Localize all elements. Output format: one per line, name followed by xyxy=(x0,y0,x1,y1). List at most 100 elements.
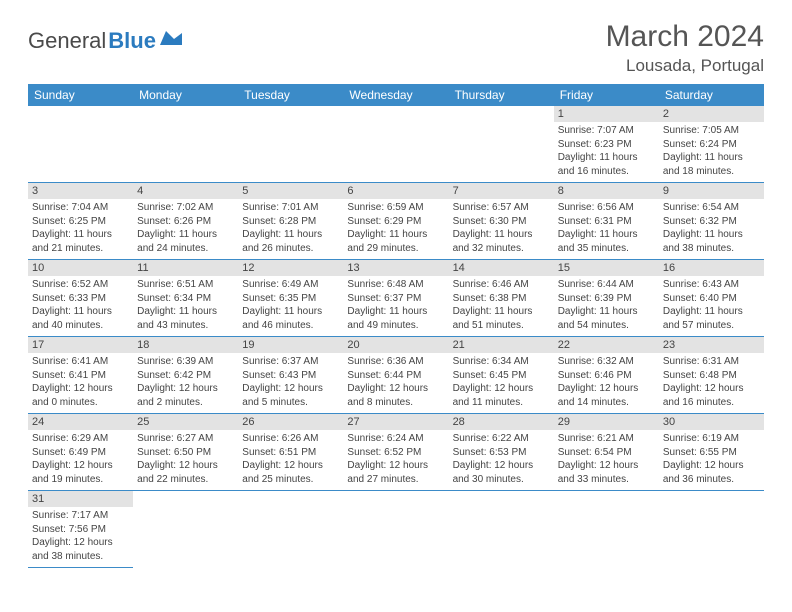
day-number: 31 xyxy=(28,491,133,507)
day-details: Sunrise: 6:39 AMSunset: 6:42 PMDaylight:… xyxy=(133,353,238,413)
month-title: March 2024 xyxy=(606,20,764,54)
calendar-row: 31Sunrise: 7:17 AMSunset: 7:56 PMDayligh… xyxy=(28,491,764,568)
calendar-row: 24Sunrise: 6:29 AMSunset: 6:49 PMDayligh… xyxy=(28,414,764,491)
day-number: 11 xyxy=(133,260,238,276)
calendar-cell: 19Sunrise: 6:37 AMSunset: 6:43 PMDayligh… xyxy=(238,337,343,414)
day-number: 16 xyxy=(659,260,764,276)
calendar-cell-empty xyxy=(659,491,764,568)
day-details: Sunrise: 6:46 AMSunset: 6:38 PMDaylight:… xyxy=(449,276,554,336)
calendar-cell: 1Sunrise: 7:07 AMSunset: 6:23 PMDaylight… xyxy=(554,106,659,183)
calendar-cell: 13Sunrise: 6:48 AMSunset: 6:37 PMDayligh… xyxy=(343,260,448,337)
day-details: Sunrise: 7:07 AMSunset: 6:23 PMDaylight:… xyxy=(554,122,659,182)
day-details: Sunrise: 6:52 AMSunset: 6:33 PMDaylight:… xyxy=(28,276,133,336)
calendar-row: 1Sunrise: 7:07 AMSunset: 6:23 PMDaylight… xyxy=(28,106,764,183)
day-number: 15 xyxy=(554,260,659,276)
logo-text-blue: Blue xyxy=(108,28,156,54)
day-number: 19 xyxy=(238,337,343,353)
day-details: Sunrise: 6:26 AMSunset: 6:51 PMDaylight:… xyxy=(238,430,343,490)
day-number: 21 xyxy=(449,337,554,353)
calendar-cell-empty xyxy=(343,491,448,568)
day-number: 3 xyxy=(28,183,133,199)
weekday-header: Saturday xyxy=(659,84,764,106)
location: Lousada, Portugal xyxy=(606,56,764,76)
flag-icon xyxy=(160,29,184,47)
calendar-cell: 21Sunrise: 6:34 AMSunset: 6:45 PMDayligh… xyxy=(449,337,554,414)
day-number: 7 xyxy=(449,183,554,199)
weekday-header: Sunday xyxy=(28,84,133,106)
calendar-cell: 15Sunrise: 6:44 AMSunset: 6:39 PMDayligh… xyxy=(554,260,659,337)
logo-text-general: General xyxy=(28,28,106,54)
day-details: Sunrise: 6:49 AMSunset: 6:35 PMDaylight:… xyxy=(238,276,343,336)
day-details: Sunrise: 6:24 AMSunset: 6:52 PMDaylight:… xyxy=(343,430,448,490)
calendar-cell-empty xyxy=(133,106,238,183)
calendar-cell-empty xyxy=(343,106,448,183)
day-number: 24 xyxy=(28,414,133,430)
day-number: 2 xyxy=(659,106,764,122)
calendar-row: 10Sunrise: 6:52 AMSunset: 6:33 PMDayligh… xyxy=(28,260,764,337)
day-details: Sunrise: 6:19 AMSunset: 6:55 PMDaylight:… xyxy=(659,430,764,490)
day-details: Sunrise: 6:31 AMSunset: 6:48 PMDaylight:… xyxy=(659,353,764,413)
calendar-cell: 12Sunrise: 6:49 AMSunset: 6:35 PMDayligh… xyxy=(238,260,343,337)
day-details: Sunrise: 6:36 AMSunset: 6:44 PMDaylight:… xyxy=(343,353,448,413)
calendar-cell: 24Sunrise: 6:29 AMSunset: 6:49 PMDayligh… xyxy=(28,414,133,491)
calendar-cell: 14Sunrise: 6:46 AMSunset: 6:38 PMDayligh… xyxy=(449,260,554,337)
weekday-header: Thursday xyxy=(449,84,554,106)
day-details: Sunrise: 6:48 AMSunset: 6:37 PMDaylight:… xyxy=(343,276,448,336)
day-number: 10 xyxy=(28,260,133,276)
day-number: 25 xyxy=(133,414,238,430)
day-number: 27 xyxy=(343,414,448,430)
calendar-cell: 30Sunrise: 6:19 AMSunset: 6:55 PMDayligh… xyxy=(659,414,764,491)
calendar-cell: 3Sunrise: 7:04 AMSunset: 6:25 PMDaylight… xyxy=(28,183,133,260)
calendar-header-row: SundayMondayTuesdayWednesdayThursdayFrid… xyxy=(28,84,764,106)
calendar-cell: 11Sunrise: 6:51 AMSunset: 6:34 PMDayligh… xyxy=(133,260,238,337)
day-number: 20 xyxy=(343,337,448,353)
day-number: 18 xyxy=(133,337,238,353)
calendar-cell: 20Sunrise: 6:36 AMSunset: 6:44 PMDayligh… xyxy=(343,337,448,414)
calendar-cell: 9Sunrise: 6:54 AMSunset: 6:32 PMDaylight… xyxy=(659,183,764,260)
calendar-cell: 26Sunrise: 6:26 AMSunset: 6:51 PMDayligh… xyxy=(238,414,343,491)
day-number: 8 xyxy=(554,183,659,199)
calendar-cell: 7Sunrise: 6:57 AMSunset: 6:30 PMDaylight… xyxy=(449,183,554,260)
calendar-cell: 23Sunrise: 6:31 AMSunset: 6:48 PMDayligh… xyxy=(659,337,764,414)
day-number: 5 xyxy=(238,183,343,199)
day-details: Sunrise: 6:27 AMSunset: 6:50 PMDaylight:… xyxy=(133,430,238,490)
day-details: Sunrise: 6:34 AMSunset: 6:45 PMDaylight:… xyxy=(449,353,554,413)
title-block: March 2024 Lousada, Portugal xyxy=(606,20,764,76)
day-number: 4 xyxy=(133,183,238,199)
day-number: 29 xyxy=(554,414,659,430)
day-details: Sunrise: 7:04 AMSunset: 6:25 PMDaylight:… xyxy=(28,199,133,259)
logo: GeneralBlue xyxy=(28,28,184,54)
calendar-cell: 4Sunrise: 7:02 AMSunset: 6:26 PMDaylight… xyxy=(133,183,238,260)
day-details: Sunrise: 6:44 AMSunset: 6:39 PMDaylight:… xyxy=(554,276,659,336)
calendar-body: 1Sunrise: 7:07 AMSunset: 6:23 PMDaylight… xyxy=(28,106,764,568)
calendar-cell-empty xyxy=(238,491,343,568)
day-number: 23 xyxy=(659,337,764,353)
day-details: Sunrise: 7:05 AMSunset: 6:24 PMDaylight:… xyxy=(659,122,764,182)
calendar-cell: 29Sunrise: 6:21 AMSunset: 6:54 PMDayligh… xyxy=(554,414,659,491)
day-details: Sunrise: 7:17 AMSunset: 7:56 PMDaylight:… xyxy=(28,507,133,567)
calendar-cell-empty xyxy=(449,106,554,183)
day-details: Sunrise: 6:43 AMSunset: 6:40 PMDaylight:… xyxy=(659,276,764,336)
calendar-cell-empty xyxy=(554,491,659,568)
calendar-cell: 10Sunrise: 6:52 AMSunset: 6:33 PMDayligh… xyxy=(28,260,133,337)
weekday-header: Tuesday xyxy=(238,84,343,106)
day-number: 22 xyxy=(554,337,659,353)
day-details: Sunrise: 6:21 AMSunset: 6:54 PMDaylight:… xyxy=(554,430,659,490)
day-number: 1 xyxy=(554,106,659,122)
calendar-cell: 27Sunrise: 6:24 AMSunset: 6:52 PMDayligh… xyxy=(343,414,448,491)
calendar-cell: 25Sunrise: 6:27 AMSunset: 6:50 PMDayligh… xyxy=(133,414,238,491)
weekday-header: Friday xyxy=(554,84,659,106)
day-number: 26 xyxy=(238,414,343,430)
day-number: 9 xyxy=(659,183,764,199)
day-details: Sunrise: 6:57 AMSunset: 6:30 PMDaylight:… xyxy=(449,199,554,259)
calendar-cell: 16Sunrise: 6:43 AMSunset: 6:40 PMDayligh… xyxy=(659,260,764,337)
calendar-table: SundayMondayTuesdayWednesdayThursdayFrid… xyxy=(28,84,764,568)
calendar-cell: 28Sunrise: 6:22 AMSunset: 6:53 PMDayligh… xyxy=(449,414,554,491)
day-number: 6 xyxy=(343,183,448,199)
calendar-cell-empty xyxy=(238,106,343,183)
day-details: Sunrise: 7:01 AMSunset: 6:28 PMDaylight:… xyxy=(238,199,343,259)
day-details: Sunrise: 7:02 AMSunset: 6:26 PMDaylight:… xyxy=(133,199,238,259)
calendar-cell: 6Sunrise: 6:59 AMSunset: 6:29 PMDaylight… xyxy=(343,183,448,260)
weekday-header: Monday xyxy=(133,84,238,106)
calendar-cell: 18Sunrise: 6:39 AMSunset: 6:42 PMDayligh… xyxy=(133,337,238,414)
